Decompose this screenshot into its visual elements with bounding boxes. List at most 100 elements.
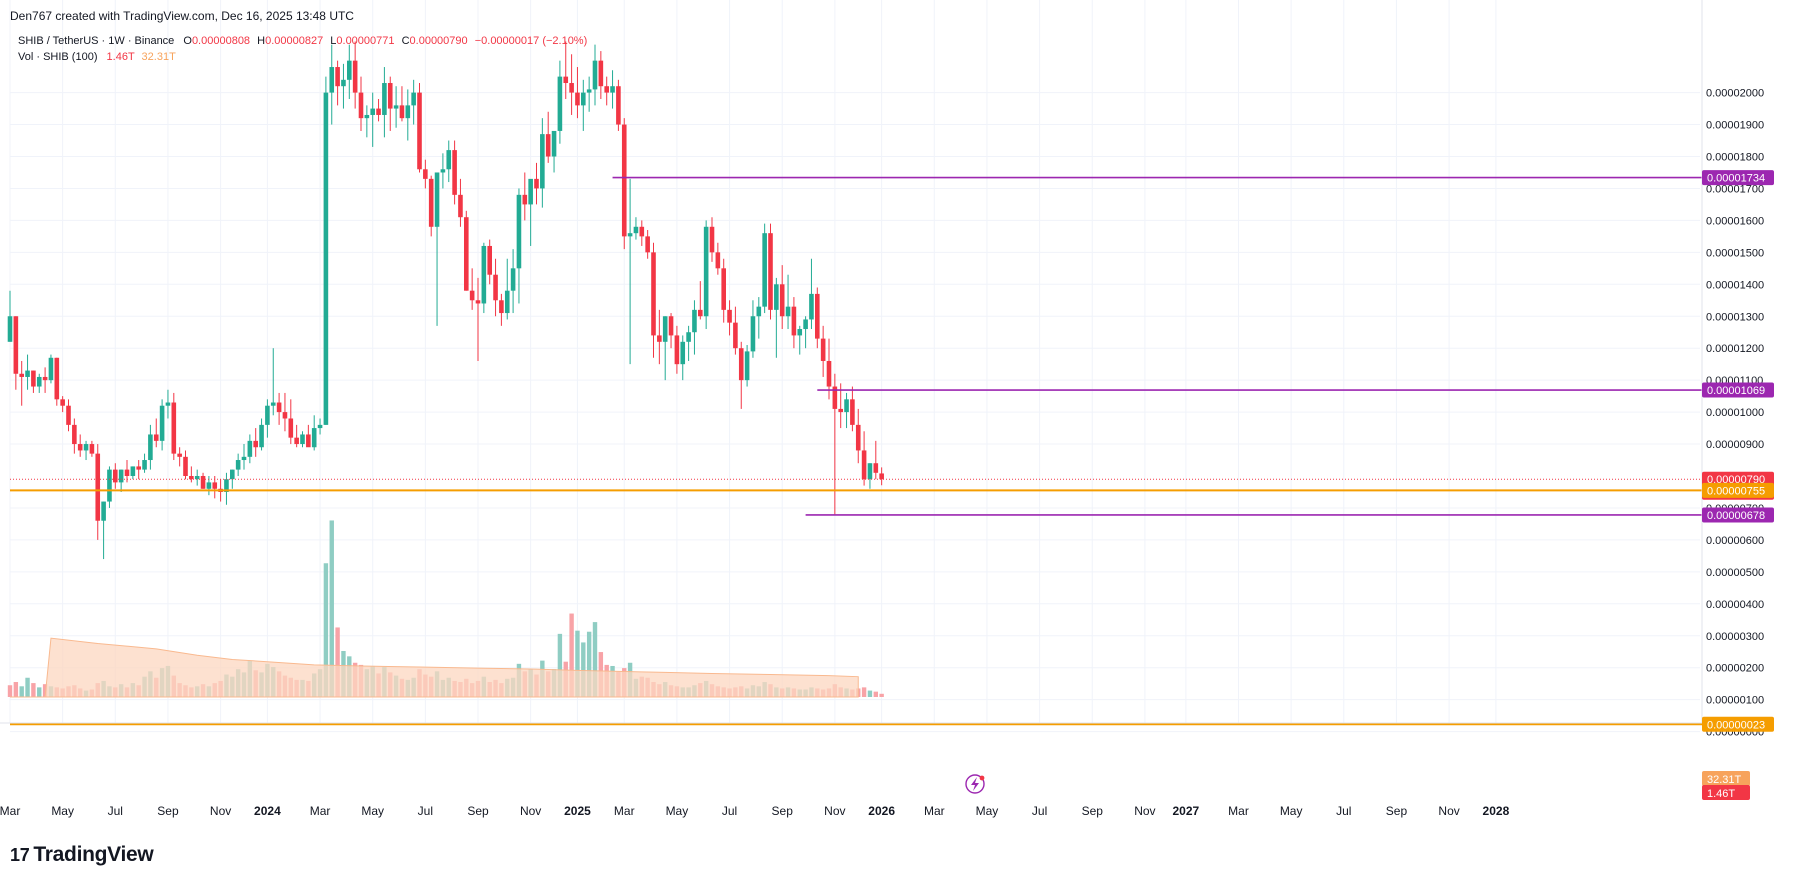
- candle-body: [586, 89, 592, 93]
- candle: [709, 217, 715, 262]
- candle-body: [282, 412, 288, 419]
- close-value: 0.00000790: [409, 35, 468, 47]
- x-tick-label: Nov: [824, 804, 845, 818]
- candle-body: [627, 233, 633, 237]
- candle: [282, 392, 288, 432]
- candle: [48, 354, 54, 384]
- price-badge-text: 0.00000755: [1707, 485, 1765, 497]
- candle: [738, 341, 744, 409]
- candle: [317, 418, 323, 435]
- candle-body: [861, 450, 867, 480]
- candle: [756, 297, 762, 339]
- candle: [200, 472, 206, 489]
- candle-body: [241, 456, 247, 461]
- candle-body: [376, 108, 381, 115]
- candle: [815, 287, 820, 349]
- candle-body: [370, 108, 375, 115]
- candle: [879, 467, 884, 486]
- volume-bar: [861, 687, 867, 697]
- x-tick-label: Sep: [1386, 804, 1408, 818]
- candle: [440, 153, 446, 189]
- price-badge-resistance-top: 0.00001734: [1702, 170, 1774, 186]
- candle-body: [785, 306, 791, 317]
- candle-body: [604, 86, 609, 93]
- close-label: C: [401, 35, 410, 47]
- x-tick-label: 2025: [564, 804, 591, 818]
- candle-body: [481, 245, 487, 304]
- candle-body: [171, 402, 177, 454]
- candle: [820, 325, 826, 377]
- candle-body: [674, 335, 680, 365]
- candle-body: [72, 424, 77, 445]
- candle-body: [762, 233, 767, 307]
- volume-label[interactable]: Vol · SHIB (100): [18, 51, 98, 63]
- x-tick-label: Jul: [1336, 804, 1351, 818]
- volume-bar: [31, 683, 36, 697]
- candle-body: [469, 290, 475, 301]
- candle: [703, 220, 709, 330]
- candle: [791, 297, 797, 349]
- symbol-label[interactable]: SHIB / TetherUS · 1W · Binance: [18, 35, 175, 47]
- candle: [159, 399, 165, 451]
- candle-body: [235, 460, 241, 470]
- volume-bar: [37, 687, 42, 697]
- x-tick-label: Sep: [1082, 804, 1104, 818]
- candle: [826, 338, 832, 400]
- candle-body: [452, 150, 457, 195]
- candle-body: [194, 476, 200, 480]
- candle: [235, 453, 241, 476]
- tradingview-logo[interactable]: 17 TradingView: [10, 843, 154, 867]
- x-tick-label: Mar: [0, 804, 20, 818]
- candle-body: [493, 274, 498, 301]
- candle-body: [551, 130, 557, 157]
- price-badge-text: 0.00001734: [1707, 173, 1765, 185]
- candle-body: [458, 194, 463, 218]
- y-tick-label: 0.00001500: [1706, 247, 1764, 259]
- candle: [662, 316, 668, 381]
- candle-body: [101, 501, 106, 521]
- candle-body: [148, 434, 153, 461]
- candle: [861, 431, 867, 486]
- candle-body: [118, 469, 124, 483]
- candle: [148, 424, 153, 470]
- candle-body: [393, 105, 399, 109]
- volume-legend: Vol · SHIB (100) 1.46T 32.31T: [18, 51, 176, 63]
- candle: [124, 460, 130, 483]
- candle: [253, 428, 258, 457]
- x-tick-label: 2024: [254, 804, 281, 818]
- candle: [259, 418, 264, 451]
- candle-body: [709, 226, 715, 253]
- candle: [516, 188, 522, 304]
- candle: [762, 223, 767, 314]
- candle-body: [820, 338, 826, 361]
- candle-body: [276, 402, 282, 413]
- open-label: O: [183, 35, 192, 47]
- candle: [72, 418, 77, 454]
- candle-body: [189, 476, 194, 480]
- volume-ma-area: [10, 637, 859, 698]
- candle-body: [224, 479, 229, 492]
- candle-body: [19, 373, 24, 377]
- candle: [510, 249, 516, 314]
- candle: [417, 83, 422, 173]
- candle: [434, 172, 440, 326]
- y-tick-label: 0.00001600: [1706, 215, 1764, 227]
- candle: [551, 130, 557, 173]
- volume-bar: [879, 693, 884, 697]
- candle-body: [844, 399, 849, 413]
- candle: [428, 175, 434, 237]
- volume-bar: [19, 686, 24, 697]
- candle: [844, 392, 849, 429]
- candle: [604, 76, 609, 106]
- x-tick-label: 2028: [1483, 804, 1510, 818]
- candle-body: [510, 268, 516, 291]
- y-tick-label: 0.00001300: [1706, 311, 1764, 323]
- candle-body: [83, 444, 89, 451]
- level-lines: [10, 176, 1704, 726]
- open-value: 0.00000808: [191, 35, 251, 47]
- candle: [329, 44, 335, 125]
- candle-body: [159, 405, 165, 441]
- candle: [66, 399, 71, 432]
